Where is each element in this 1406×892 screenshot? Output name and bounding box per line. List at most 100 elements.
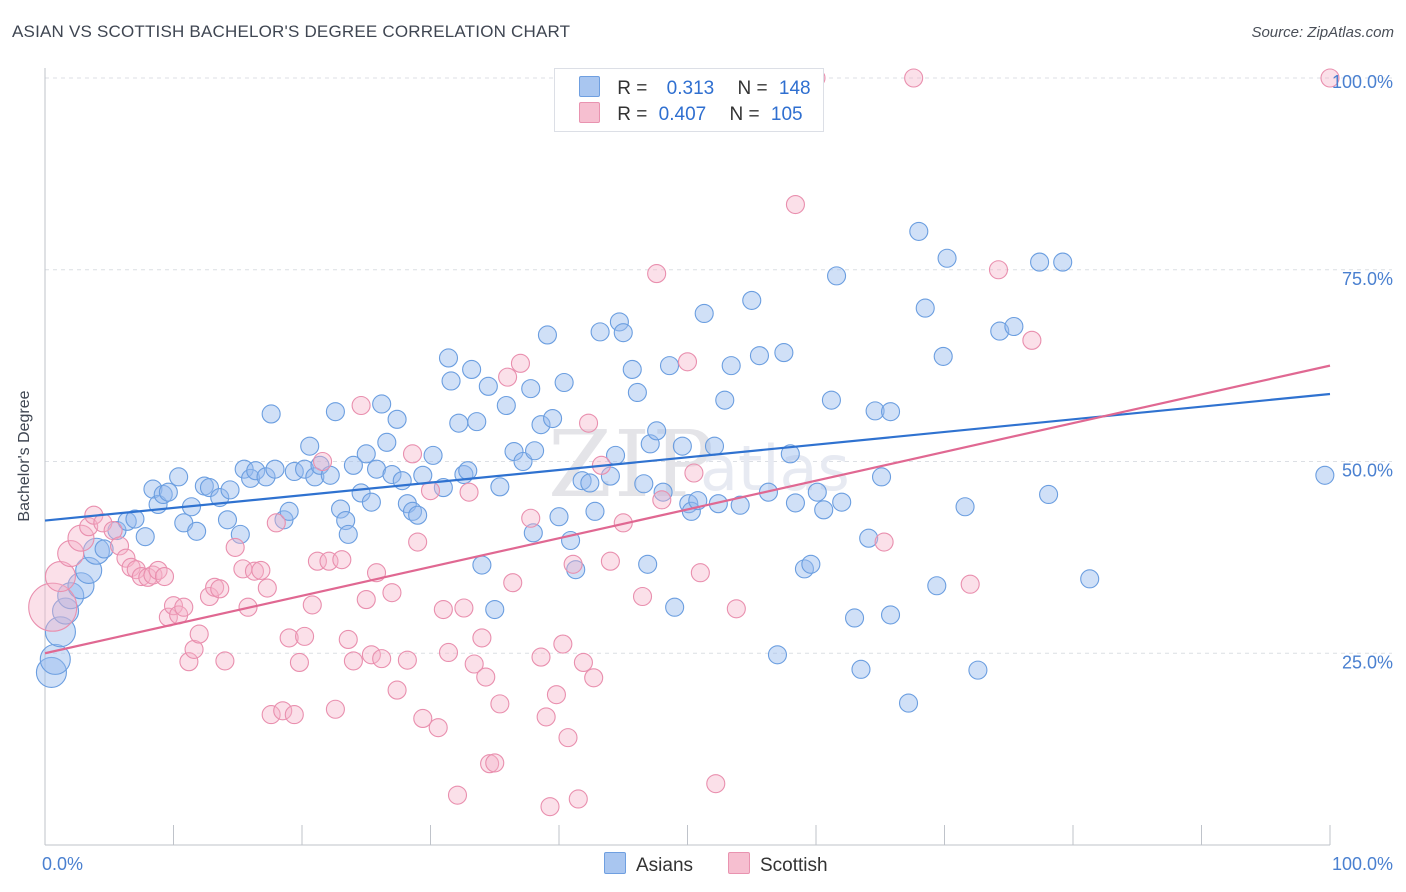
point-scottish-80 — [546, 685, 566, 705]
point-scottish-57 — [402, 444, 423, 464]
point-asians-116 — [801, 554, 821, 574]
point-scottish-67 — [464, 654, 484, 674]
point-scottish-103 — [960, 574, 980, 594]
point-asians-105 — [715, 390, 735, 410]
point-scottish-31 — [244, 561, 265, 581]
point-asians-144 — [638, 554, 658, 574]
bottom-legend-swatch-asians — [604, 852, 626, 874]
point-scottish-71 — [485, 753, 505, 773]
point-scottish-70 — [480, 754, 500, 774]
point-asians-121 — [832, 492, 852, 512]
point-asians-64 — [462, 359, 482, 380]
tick-labels: 25.0% 50.0% 75.0% 100.0% 0.0% 100.0% — [42, 72, 1393, 874]
point-asians-84 — [585, 501, 605, 521]
series-asians — [35, 221, 1335, 713]
point-asians-40 — [325, 402, 345, 422]
point-scottish-106 — [1320, 68, 1340, 88]
point-asians-117 — [807, 482, 827, 502]
point-scottish-41 — [302, 595, 322, 615]
point-asians-108 — [742, 290, 762, 310]
point-asians-78 — [549, 507, 569, 527]
trendline-asians — [44, 392, 1331, 522]
point-asians-107 — [730, 495, 750, 515]
point-scottish-83 — [563, 554, 583, 574]
point-scottish-40 — [295, 626, 315, 646]
point-scottish-102 — [904, 68, 924, 88]
point-asians-138 — [1030, 252, 1050, 272]
point-asians-82 — [572, 471, 592, 491]
point-asians-46 — [361, 492, 381, 512]
point-scottish-38 — [284, 705, 304, 725]
point-scottish-98 — [726, 599, 746, 619]
point-scottish-0 — [28, 582, 78, 632]
point-asians-60 — [441, 371, 461, 391]
point-asians-74 — [525, 441, 545, 461]
legend-r-label: R = — [617, 104, 648, 125]
bottom-legend-scottish[interactable]: Scottish — [728, 852, 828, 877]
legend-box: R = 0.313 N = 148 R = 0.407 N = 105 — [554, 68, 824, 132]
point-asians-96 — [659, 356, 680, 376]
point-asians-114 — [785, 493, 805, 513]
chart-title: ASIAN VS SCOTTISH BACHELOR'S DEGREE CORR… — [12, 22, 571, 41]
point-asians-129 — [909, 221, 929, 241]
point-asians-61 — [449, 413, 469, 433]
point-asians-140 — [1053, 252, 1073, 272]
point-asians-98 — [672, 436, 692, 456]
point-asians-3 — [52, 597, 80, 625]
legend-r-value-asians: 0.313 — [666, 78, 715, 99]
point-scottish-45 — [325, 699, 345, 719]
point-asians-81 — [566, 560, 586, 580]
point-asians-85 — [590, 322, 610, 342]
point-asians-89 — [613, 323, 633, 343]
point-scottish-23 — [189, 624, 209, 644]
point-scottish-60 — [420, 481, 441, 501]
trendlines-layer — [44, 364, 1331, 655]
point-asians-124 — [859, 528, 879, 548]
point-asians-142 — [880, 605, 901, 625]
point-scottish-93 — [652, 490, 672, 510]
point-asians-77 — [543, 408, 563, 429]
point-scottish-99 — [785, 195, 805, 215]
point-asians-139 — [1039, 484, 1059, 505]
point-asians-112 — [774, 343, 794, 363]
point-asians-15 — [153, 484, 173, 505]
point-scottish-58 — [408, 532, 428, 552]
point-asians-127 — [880, 402, 901, 422]
series-scottish — [28, 68, 1340, 817]
trendline-scottish — [44, 364, 1331, 655]
point-scottish-51 — [361, 645, 381, 665]
point-scottish-33 — [257, 578, 277, 598]
point-scottish-27 — [215, 651, 235, 671]
point-asians-137 — [1004, 316, 1024, 337]
point-asians-118 — [814, 500, 834, 520]
point-scottish-35 — [266, 513, 286, 533]
point-scottish-47 — [338, 629, 358, 649]
point-scottish-54 — [382, 583, 402, 603]
point-asians-88 — [609, 312, 629, 332]
point-asians-141 — [1080, 569, 1100, 589]
point-scottish-13 — [138, 567, 158, 587]
point-asians-92 — [634, 474, 654, 494]
legend-n-label: N = — [737, 78, 768, 99]
y-tick-label-100: 100.0% — [1332, 72, 1393, 92]
point-scottish-89 — [600, 551, 620, 571]
point-scottish-84 — [568, 789, 588, 809]
point-scottish-97 — [706, 774, 726, 794]
point-asians-57 — [423, 445, 443, 465]
legend-swatch-asians — [579, 76, 600, 97]
point-asians-122 — [844, 608, 865, 628]
x-tick-label-0: 0.0% — [42, 854, 83, 874]
point-asians-24 — [220, 480, 240, 500]
point-scottish-20 — [174, 597, 194, 617]
point-scottish-95 — [684, 463, 704, 483]
point-scottish-48 — [343, 651, 363, 671]
bottom-legend-asians[interactable]: Asians — [604, 852, 693, 877]
point-scottish-21 — [179, 652, 199, 672]
point-scottish-53 — [372, 649, 392, 669]
point-scottish-36 — [273, 701, 293, 721]
point-asians-59 — [438, 348, 459, 368]
point-scottish-74 — [503, 573, 523, 593]
point-scottish-78 — [536, 707, 556, 727]
bottom-legend-label-scottish: Scottish — [760, 855, 828, 876]
